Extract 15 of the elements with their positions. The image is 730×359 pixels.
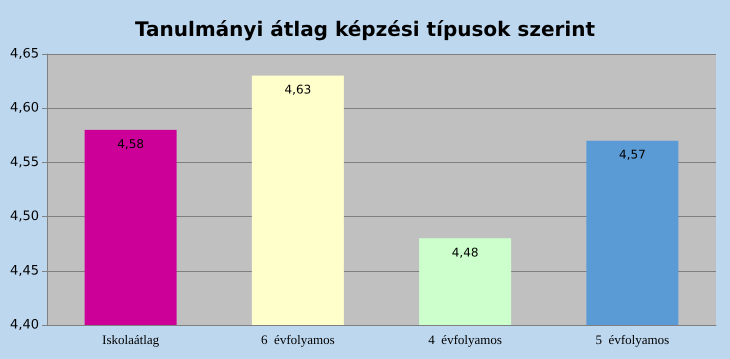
y-tick-label: 4,65: [10, 46, 39, 62]
chart-title: Tanulmányi átlag képzési típusok szerint: [134, 17, 596, 41]
data-label: 4,57: [619, 148, 646, 162]
data-label: 4,58: [117, 136, 144, 151]
data-label: 4,48: [452, 245, 478, 260]
y-tick-label: 4,40: [10, 318, 39, 332]
x-tick-label: Iskolaátlag: [102, 332, 160, 347]
y-tick-label: 4,50: [10, 209, 39, 224]
data-label: 4,63: [284, 82, 312, 97]
y-tick-label: 4,55: [10, 154, 39, 170]
x-tick-label: 5 évfolyamos: [596, 332, 670, 347]
y-tick-label: 4,60: [10, 100, 39, 116]
y-tick-label: 4,45: [10, 263, 39, 278]
x-tick-label: 4 évfolyamos: [428, 332, 502, 347]
x-tick-label: 6 évfolyamos: [261, 332, 335, 347]
